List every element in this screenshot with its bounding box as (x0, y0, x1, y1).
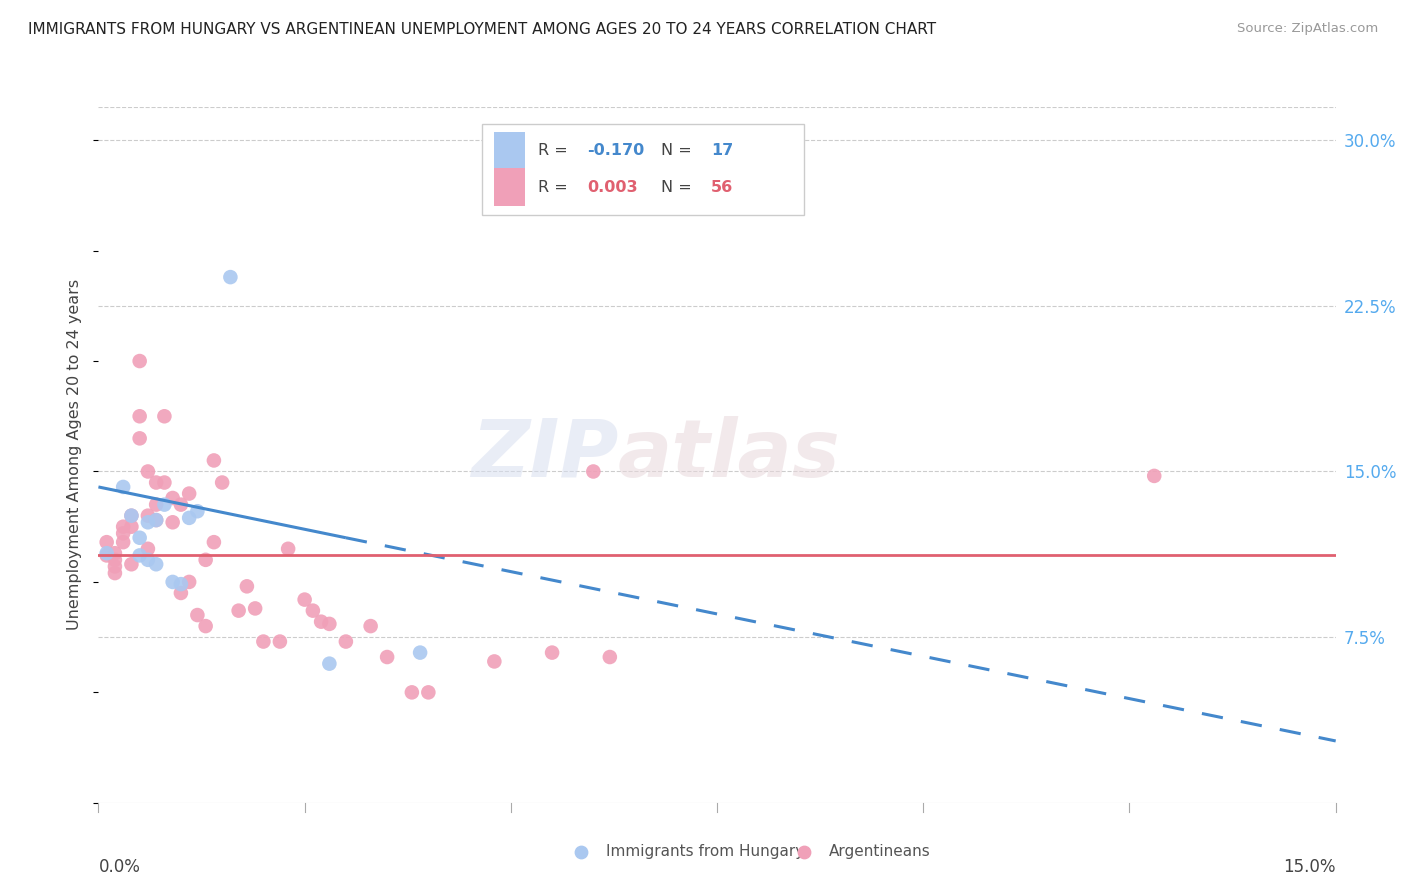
Text: N =: N = (661, 179, 697, 194)
Point (170, 577, 193, 591)
Point (112, 519, 135, 533)
FancyBboxPatch shape (495, 132, 526, 170)
Point (294, 592, 316, 607)
Point (318, 616, 340, 631)
Point (96, 546, 118, 560)
Point (104, 546, 127, 560)
Point (360, 619, 382, 633)
Point (409, 646, 432, 660)
Point (309, 615, 332, 629)
FancyBboxPatch shape (482, 124, 804, 215)
Point (211, 475, 233, 490)
Point (96, 535, 118, 549)
Text: IMMIGRANTS FROM HUNGARY VS ARGENTINEAN UNEMPLOYMENT AMONG AGES 20 TO 24 YEARS CO: IMMIGRANTS FROM HUNGARY VS ARGENTINEAN U… (28, 22, 936, 37)
Text: 15.0%: 15.0% (1284, 858, 1336, 876)
Point (128, 409, 150, 424)
Text: Immigrants from Hungary: Immigrants from Hungary (606, 844, 804, 859)
Point (128, 431, 150, 445)
Text: atlas: atlas (619, 416, 841, 494)
Point (179, 574, 201, 589)
Text: 17: 17 (711, 144, 733, 159)
Text: 0.0%: 0.0% (98, 858, 141, 876)
Y-axis label: Unemployment Among Ages 20 to 24 years: Unemployment Among Ages 20 to 24 years (67, 279, 83, 631)
Point (153, 409, 176, 424)
Point (170, 498, 193, 512)
FancyBboxPatch shape (495, 168, 526, 206)
Point (302, 604, 325, 618)
Point (153, 475, 176, 490)
Point (136, 465, 159, 479)
Point (112, 526, 135, 541)
Point (145, 475, 167, 490)
Point (236, 579, 259, 593)
Point (228, 604, 250, 618)
Text: N =: N = (661, 144, 697, 159)
Point (186, 504, 208, 518)
Point (219, 270, 242, 285)
Point (120, 558, 142, 572)
Point (418, 685, 440, 699)
Point (153, 498, 176, 512)
Point (375, 650, 398, 665)
Point (145, 498, 167, 512)
Point (136, 508, 159, 523)
Text: -0.170: -0.170 (588, 144, 644, 159)
Point (269, 634, 291, 648)
Point (145, 513, 167, 527)
Text: 56: 56 (711, 179, 733, 194)
Point (162, 516, 184, 530)
Point (170, 586, 193, 600)
Point (104, 553, 127, 567)
Point (541, 646, 564, 660)
Point (128, 354, 150, 368)
Text: ZIP: ZIP (471, 416, 619, 494)
Point (120, 508, 142, 523)
Point (243, 601, 266, 615)
Point (335, 634, 357, 648)
Text: Source: ZipAtlas.com: Source: ZipAtlas.com (1237, 22, 1378, 36)
Point (162, 574, 184, 589)
Point (202, 453, 225, 467)
Point (120, 508, 142, 523)
Point (145, 558, 167, 572)
Point (194, 553, 217, 567)
Text: Argentineans: Argentineans (828, 844, 931, 859)
Point (194, 619, 217, 633)
Point (582, 465, 605, 479)
Point (104, 566, 127, 580)
Point (252, 634, 274, 648)
Point (136, 553, 159, 567)
Point (179, 486, 201, 500)
Point (112, 535, 135, 549)
Text: 0.003: 0.003 (588, 179, 638, 194)
Point (484, 197, 506, 211)
Point (599, 650, 621, 665)
Point (484, 655, 506, 669)
Point (277, 541, 299, 556)
Point (186, 608, 208, 623)
Point (162, 491, 184, 505)
Point (202, 535, 225, 549)
Point (179, 511, 201, 525)
Point (104, 559, 127, 574)
Point (128, 531, 150, 545)
Point (145, 513, 167, 527)
Point (136, 516, 159, 530)
Point (136, 541, 159, 556)
Point (318, 657, 340, 671)
Point (112, 480, 135, 494)
Text: R =: R = (537, 179, 572, 194)
Point (96, 549, 118, 563)
Point (1143, 469, 1166, 483)
Point (401, 685, 423, 699)
Text: R =: R = (537, 144, 572, 159)
Point (128, 549, 150, 563)
Point (120, 519, 142, 533)
